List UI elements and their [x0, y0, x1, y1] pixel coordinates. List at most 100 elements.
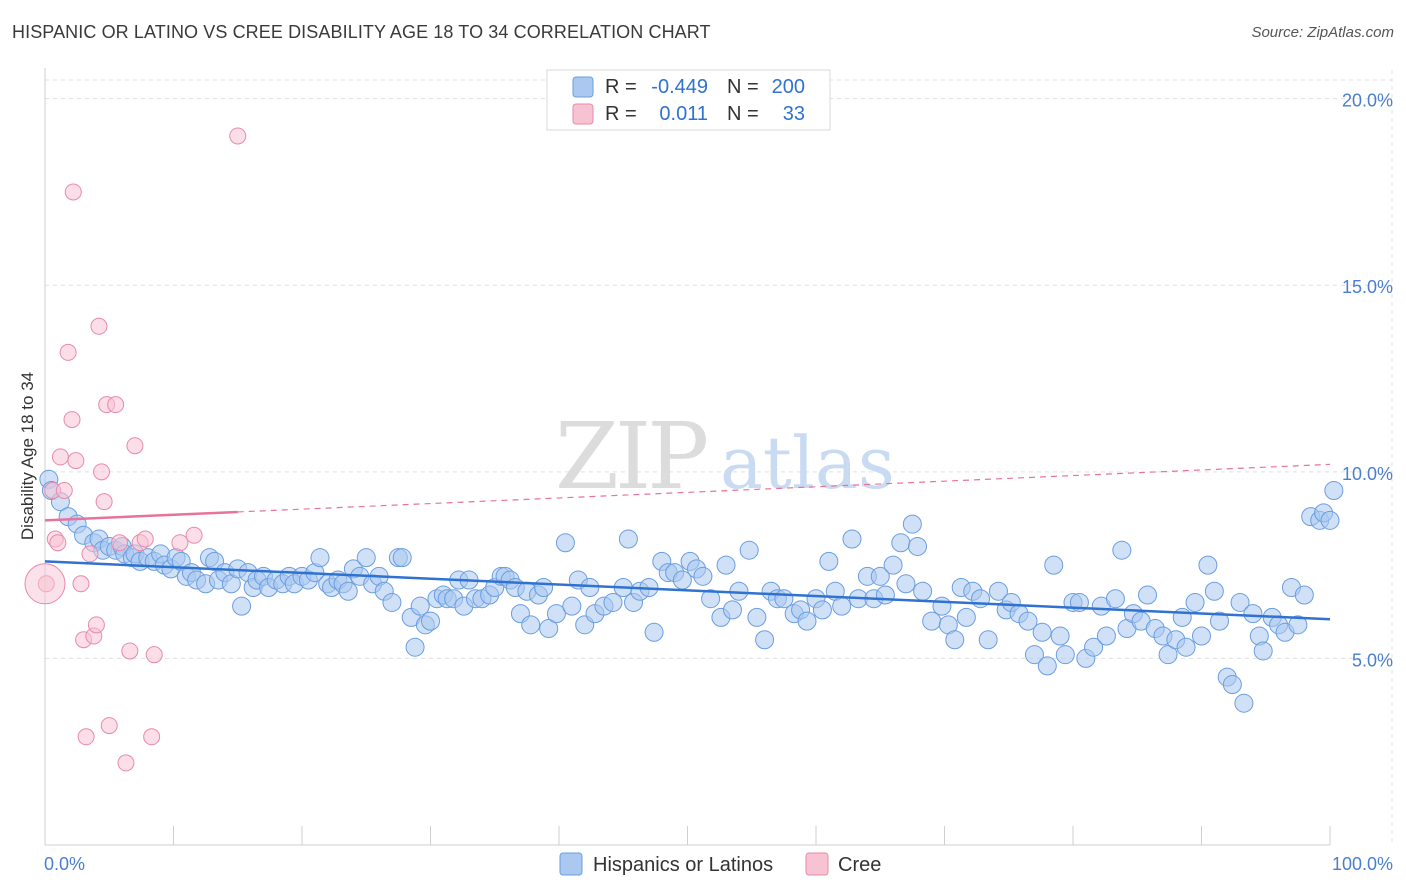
- hispanics-point-165: [1096, 626, 1116, 646]
- hispanics-point-92: [580, 578, 600, 598]
- hispanics-point-143: [945, 630, 965, 650]
- cree-point-5: [55, 481, 73, 499]
- hispanics-point-124: [812, 600, 832, 620]
- hispanics-point-109: [701, 589, 721, 609]
- series-legend: Hispanics or Latinos Cree: [559, 852, 881, 876]
- hispanics-point-194: [1288, 615, 1308, 635]
- hispanics-point-63: [410, 596, 430, 616]
- hispanics-point-167: [1112, 540, 1132, 560]
- stats-n-label-1: N =: [727, 76, 759, 98]
- hispanics-point-65: [421, 611, 440, 631]
- hispanics-point-158: [1050, 626, 1070, 646]
- hispanics-point-135: [891, 533, 911, 553]
- cree-point-28: [145, 646, 163, 664]
- hispanics-point-185: [1230, 592, 1250, 612]
- stats-r-value-1: -0.449: [651, 76, 708, 98]
- hispanics-point-95: [603, 592, 623, 612]
- y-tick-label-2: 15.0%: [1342, 277, 1393, 297]
- hispanics-point-137: [902, 514, 922, 534]
- hispanics-point-119: [774, 589, 794, 609]
- cree-point-22: [117, 754, 135, 772]
- hispanics-point-182: [1209, 611, 1229, 631]
- hispanics-point-149: [988, 581, 1008, 601]
- hispanics-point-122: [797, 611, 817, 631]
- hispanics-point-200: [1324, 480, 1344, 500]
- hispanics-point-89: [562, 596, 582, 616]
- hispanics-point-187: [1243, 604, 1263, 624]
- hispanics-point-33: [232, 596, 252, 616]
- hispanics-point-134: [883, 555, 903, 575]
- cree-point-8: [67, 452, 85, 470]
- cree-point-30: [185, 526, 203, 544]
- hispanics-point-148: [978, 630, 998, 650]
- cree-point-16: [93, 463, 111, 481]
- cree-point-29: [171, 534, 189, 552]
- hispanics-point-178: [1185, 592, 1205, 612]
- hispanics-point-153: [1018, 611, 1038, 631]
- hispanics-point-181: [1204, 581, 1224, 601]
- axes: [44, 68, 1331, 846]
- hispanics-point-140: [922, 611, 942, 631]
- legend-swatch-hispanics: [559, 852, 583, 876]
- cree-point-3: [49, 534, 67, 552]
- cree-point-21: [111, 534, 129, 552]
- cree-point-9: [72, 575, 90, 593]
- trend-lines: [44, 463, 1331, 621]
- hispanics-point-154: [1024, 645, 1044, 665]
- stats-r-label-2: R =: [605, 103, 637, 125]
- x-tick-labels: 0.0% 100.0%: [44, 854, 1393, 874]
- hispanics-point-136: [896, 574, 916, 594]
- hispanics-point-60: [392, 548, 412, 568]
- cree-point-27: [143, 728, 161, 746]
- legend-label-cree: Cree: [838, 854, 881, 876]
- stats-r-label-1: R =: [605, 76, 637, 98]
- hispanics-point-199: [1320, 510, 1340, 530]
- series-cree-points: [24, 127, 247, 772]
- cree-point-17: [95, 493, 113, 511]
- hispanics-point-87: [546, 604, 566, 624]
- stats-n-value-1: 200: [772, 76, 805, 98]
- hispanics-point-58: [382, 592, 402, 612]
- cree-point-large: [24, 563, 66, 605]
- cree-point-24: [126, 437, 144, 455]
- hispanics-point-114: [739, 540, 759, 560]
- cree-point-11: [77, 728, 95, 746]
- hispanics-point-127: [832, 596, 852, 616]
- hispanics-point-156: [1037, 656, 1057, 676]
- legend-label-hispanics: Hispanics or Latinos: [593, 854, 773, 876]
- hispanics-point-125: [819, 551, 839, 571]
- hispanics-point-189: [1253, 641, 1273, 661]
- hispanics-point-115: [747, 607, 767, 627]
- hispanics-point-97: [618, 529, 638, 549]
- stats-r-value-2: 0.011: [659, 103, 708, 125]
- stats-n-label-2: N =: [727, 103, 759, 125]
- cree-point-14: [87, 616, 105, 634]
- cree-point-19: [100, 717, 118, 735]
- hispanics-point-62: [405, 637, 425, 657]
- x-tick-label-1: 100.0%: [1332, 854, 1393, 874]
- hispanics-point-171: [1138, 585, 1158, 605]
- cree-trend-line-solid: [44, 510, 238, 522]
- cree-point-6: [59, 343, 77, 361]
- cree-point-23: [121, 642, 139, 660]
- y-tick-label-0: 5.0%: [1352, 650, 1393, 670]
- hispanics-point-112: [722, 600, 742, 620]
- cree-point-20: [107, 396, 125, 414]
- watermark-zip: ZIP: [555, 403, 706, 510]
- hispanics-point-179: [1192, 626, 1211, 646]
- hispanics-point-155: [1032, 622, 1052, 642]
- hispanics-point-174: [1158, 645, 1178, 665]
- cree-point-31: [229, 127, 247, 145]
- hispanics-point-116: [755, 630, 775, 650]
- hispanics-point-177: [1176, 637, 1196, 657]
- y-axis-title: Disability Age 18 to 34: [18, 372, 37, 540]
- gridlines: [45, 70, 1393, 845]
- hispanics-trend-line: [44, 560, 1331, 621]
- hispanics-point-133: [875, 585, 895, 605]
- hispanics-point-46: [310, 548, 330, 568]
- hispanics-point-132: [870, 566, 890, 586]
- hispanics-point-184: [1222, 675, 1242, 695]
- x-tick-label-0: 0.0%: [44, 854, 85, 874]
- y-tick-label-1: 10.0%: [1342, 464, 1393, 484]
- hispanics-point-51: [338, 581, 358, 601]
